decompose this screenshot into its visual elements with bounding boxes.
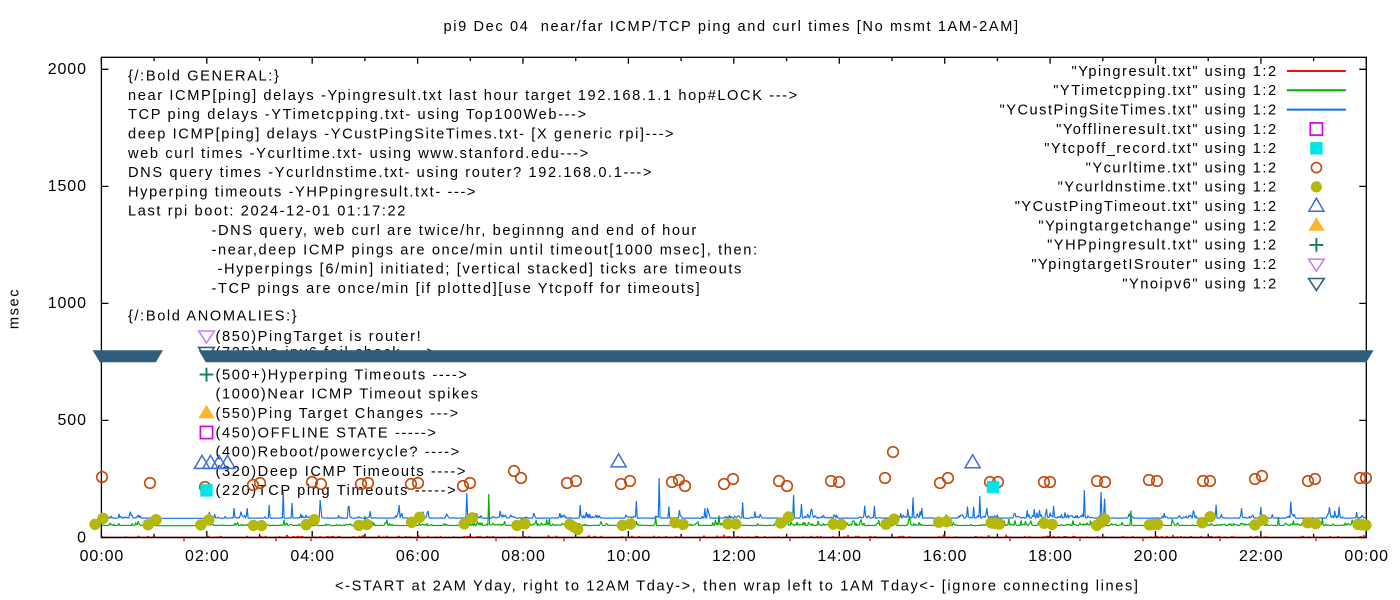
svg-text:msec: msec — [7, 288, 23, 329]
svg-text:04:00: 04:00 — [290, 548, 335, 565]
svg-text:00:00: 00:00 — [80, 548, 125, 565]
svg-text:"Ytcpoff_record.txt" using 1:2: "Ytcpoff_record.txt" using 1:2 — [1044, 141, 1277, 157]
svg-text:500: 500 — [57, 412, 86, 429]
svg-text:(550)Ping Target Changes --->: (550)Ping Target Changes ---> — [216, 406, 460, 422]
svg-text:14:00: 14:00 — [817, 548, 862, 565]
svg-text:TCP ping delays -YTimetcpping.: TCP ping delays -YTimetcpping.txt- using… — [128, 107, 588, 123]
svg-text:06:00: 06:00 — [396, 548, 441, 565]
svg-text:"Yofflineresult.txt" using 1:2: "Yofflineresult.txt" using 1:2 — [1056, 122, 1277, 138]
svg-text:08:00: 08:00 — [501, 548, 546, 565]
svg-text:"Ycurldnstime.txt" using 1:2: "Ycurldnstime.txt" using 1:2 — [1058, 180, 1278, 196]
svg-text:(1000)Near ICMP Timeout spikes: (1000)Near ICMP Timeout spikes — [216, 387, 480, 403]
svg-text:20:00: 20:00 — [1134, 548, 1179, 565]
svg-text:"YHPpingresult.txt" using 1:2: "YHPpingresult.txt" using 1:2 — [1047, 238, 1277, 254]
svg-text:"Ypingtargetchange" using 1:2: "Ypingtargetchange" using 1:2 — [1038, 218, 1277, 234]
svg-text:(220)TCP ping Timeouts ----->: (220)TCP ping Timeouts -----> — [216, 483, 458, 499]
svg-text:18:00: 18:00 — [1028, 548, 1073, 565]
svg-text:2000: 2000 — [48, 61, 87, 78]
svg-text:10:00: 10:00 — [607, 548, 652, 565]
svg-text:(500+)Hyperping Timeouts ---->: (500+)Hyperping Timeouts ----> — [216, 367, 469, 383]
svg-text:22:00: 22:00 — [1239, 548, 1284, 565]
svg-text:near ICMP[ping] delays -Ypingr: near ICMP[ping] delays -Ypingresult.txt … — [128, 88, 799, 104]
svg-text:"YCustPingTimeout.txt" using 1: "YCustPingTimeout.txt" using 1:2 — [1015, 199, 1278, 215]
svg-text:"YCustPingSiteTimes.txt" using: "YCustPingSiteTimes.txt" using 1:2 — [1000, 102, 1278, 118]
svg-text:deep ICMP[ping] delays -YCustP: deep ICMP[ping] delays -YCustPingSiteTim… — [128, 127, 675, 143]
svg-text:"YpingtargetISrouter" using 1:: "YpingtargetISrouter" using 1:2 — [1031, 257, 1277, 273]
svg-text:-TCP pings are once/min [if pl: -TCP pings are once/min [if plotted][use… — [212, 281, 702, 297]
svg-text:"Ypingresult.txt" using 1:2: "Ypingresult.txt" using 1:2 — [1072, 64, 1278, 80]
svg-text:16:00: 16:00 — [923, 548, 968, 565]
svg-text:02:00: 02:00 — [185, 548, 230, 565]
svg-text:DNS query times -Ycurldnstime.: DNS query times -Ycurldnstime.txt- using… — [128, 165, 653, 181]
svg-text:pi9 Dec 04 near/far ICMP/TCP: pi9 Dec 04 near/far ICMP/TCP ping and cu… — [443, 19, 1019, 35]
svg-text:(400)Reboot/powercycle? ---->: (400)Reboot/powercycle? ----> — [216, 445, 461, 461]
svg-text:-DNS query, web curl are twice: -DNS query, web curl are twice/hr, begin… — [212, 223, 698, 239]
svg-text:Last rpi boot: 2024-12-01 01:1: Last rpi boot: 2024-12-01 01:17:22 — [128, 204, 407, 220]
svg-text:"Ynoipv6" using 1:2: "Ynoipv6" using 1:2 — [1122, 276, 1277, 292]
svg-text:12:00: 12:00 — [712, 548, 757, 565]
svg-text:(450)OFFLINE STATE ----->: (450)OFFLINE STATE -----> — [216, 425, 438, 441]
svg-text:-Hyperpings [6/min] initiated;: -Hyperpings [6/min] initiated; [vertical… — [218, 262, 743, 278]
svg-text:-near,deep ICMP pings are once: -near,deep ICMP pings are once/min until… — [212, 242, 759, 258]
svg-text:0: 0 — [77, 529, 87, 546]
svg-text:1500: 1500 — [48, 178, 87, 195]
svg-text:(850)PingTarget is router!: (850)PingTarget is router! — [216, 329, 423, 345]
svg-text:"Ycurltime.txt" using 1:2: "Ycurltime.txt" using 1:2 — [1086, 160, 1278, 176]
svg-text:1000: 1000 — [48, 295, 87, 312]
svg-text:Hyperping timeouts -YHPpingres: Hyperping timeouts -YHPpingresult.txt- -… — [128, 184, 477, 200]
svg-text:"YTimetcpping.txt" using 1:2: "YTimetcpping.txt" using 1:2 — [1053, 83, 1277, 99]
svg-text:(320)Deep ICMP Timeouts ---->: (320)Deep ICMP Timeouts ----> — [216, 464, 468, 480]
svg-text:00:00: 00:00 — [1344, 548, 1389, 565]
svg-text:<-START at 2AM Yday, right to: <-START at 2AM Yday, right to 12AM Tday-… — [335, 578, 1140, 594]
svg-text:{/:Bold ANOMALIES:}: {/:Bold ANOMALIES:} — [128, 309, 298, 325]
svg-text:web curl times -Ycurltime.txt-: web curl times -Ycurltime.txt- using www… — [127, 146, 590, 162]
svg-text:{/:Bold GENERAL:}: {/:Bold GENERAL:} — [128, 69, 280, 85]
